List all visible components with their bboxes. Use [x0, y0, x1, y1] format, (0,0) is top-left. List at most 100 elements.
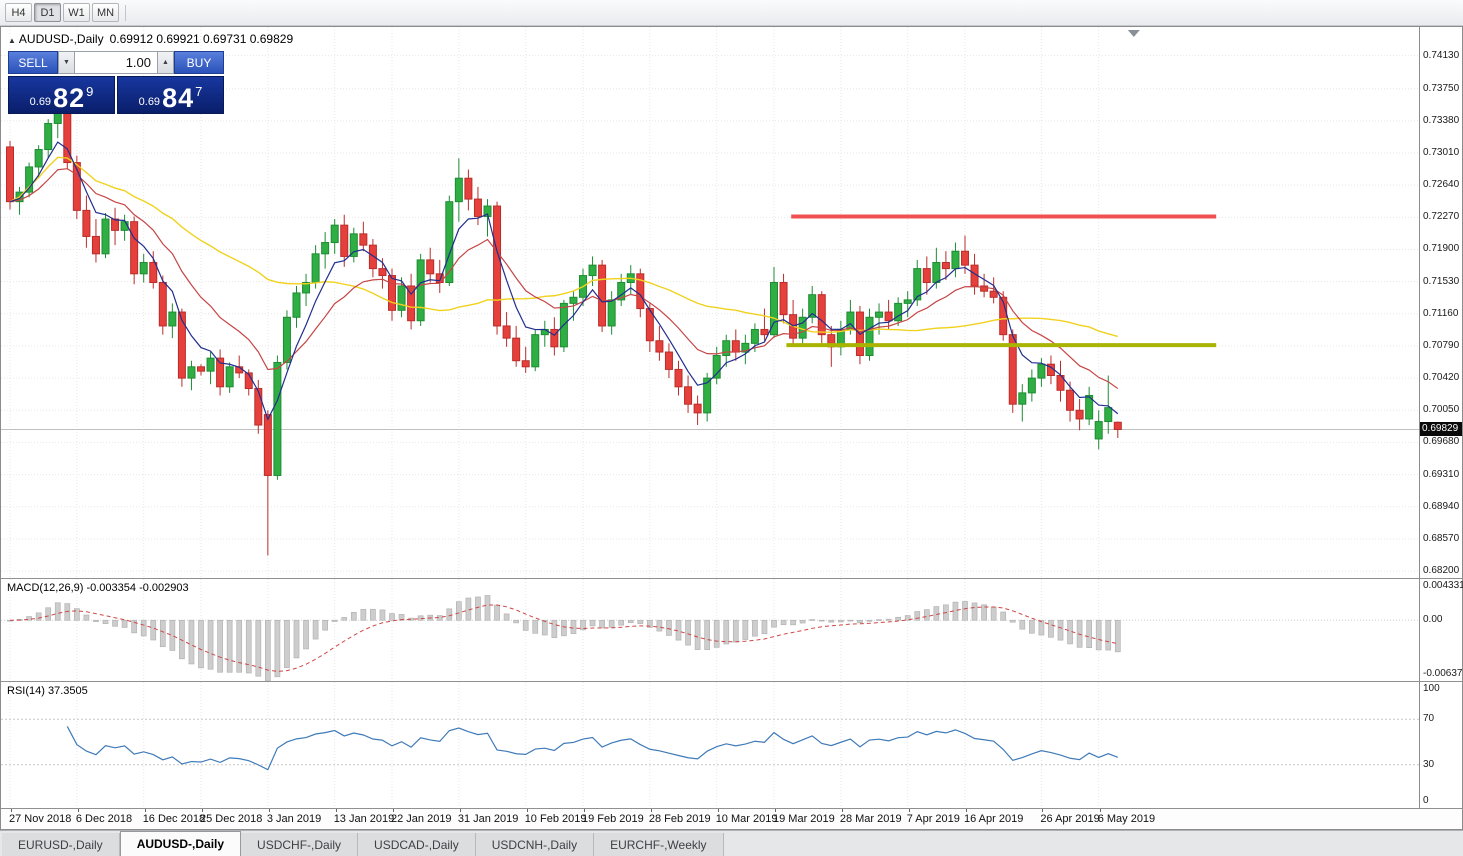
price-axis-label: 0.69310 [1423, 468, 1460, 480]
date-axis-label: 27 Nov 2018 [9, 813, 72, 825]
trade-controls-row: SELL ▼ ▲ BUY [8, 51, 224, 74]
date-axis-label: 25 Dec 2018 [200, 813, 263, 825]
chart-ohlc-values: 0.69912 0.69921 0.69731 0.69829 [109, 32, 294, 46]
price-axis-label: 0.72270 [1423, 211, 1460, 223]
date-tick [11, 809, 12, 812]
macd-indicator-chart[interactable]: MACD(12,26,9) -0.003354 -0.002903 [1, 579, 1419, 681]
date-tick [335, 809, 337, 812]
date-axis-label: 7 Apr 2019 [906, 813, 960, 825]
buy-price-big: 84 [162, 83, 195, 113]
buy-price-display[interactable]: 0.69 84 7 [117, 76, 224, 114]
macd-axis-label: -0.006371 [1423, 668, 1463, 679]
chart-tab-usdcad-daily[interactable]: USDCAD-,Daily [358, 833, 476, 856]
rsi-axis-label: 70 [1423, 713, 1435, 725]
candles [6, 105, 1122, 556]
chart-symbol-period: AUDUSD-,Daily [18, 32, 104, 46]
ma-medium-line [9, 168, 1119, 390]
date-tick [1042, 809, 1044, 812]
date-tick [584, 809, 585, 812]
date-axis-label: 22 Jan 2019 [391, 813, 452, 825]
chart-tab-usdcnh-daily[interactable]: USDCNH-,Daily [475, 833, 595, 856]
price-axis-label: 0.70790 [1423, 339, 1460, 351]
date-tick [77, 809, 79, 812]
chart-tab-eurusd-daily[interactable]: EURUSD-,Daily [2, 833, 120, 856]
date-axis[interactable]: 27 Nov 2018 6 Dec 2018 16 Dec 2018 25 Dec 2… [1, 808, 1462, 829]
date-tick [1099, 809, 1101, 812]
rsi-axis-label: 0 [1423, 795, 1429, 806]
date-axis-label: 10 Mar 2019 [715, 813, 778, 825]
buy-price-base: 0.69 [138, 96, 161, 108]
buy-button[interactable]: BUY [174, 51, 224, 74]
price-axis-label: 0.74130 [1423, 49, 1460, 61]
price-axis[interactable]: 0.74130 0.73750 0.73380 0.73010 0.72640 0.722… [1419, 27, 1462, 578]
date-tick [841, 809, 843, 812]
timeframe-button-h4[interactable]: H4 [5, 3, 32, 22]
volume-input[interactable] [75, 51, 157, 74]
date-tick [966, 809, 967, 812]
date-tick [717, 809, 719, 812]
rsi-line [66, 726, 1119, 771]
date-axis-label: 10 Feb 2019 [524, 813, 587, 825]
timeframe-button-w1[interactable]: W1 [63, 3, 90, 22]
chevron-up-icon: ▲ [162, 59, 169, 66]
price-axis-label: 0.68200 [1423, 565, 1460, 577]
date-tick [650, 809, 652, 812]
chart-shift-marker [1127, 30, 1140, 37]
volume-decrease-button[interactable]: ▼ [58, 51, 75, 74]
date-axis-label: 31 Jan 2019 [457, 813, 519, 825]
chart-window: ▲ AUDUSD-,Daily 0.69912 0.69921 0.69731 0.… [0, 26, 1463, 830]
ma-fast-line [9, 141, 1119, 421]
rsi-pane: RSI(14) 37.3505 100 70 30 0 [1, 681, 1462, 808]
chart-tab-audusd-daily[interactable]: AUDUSD-,Daily [119, 831, 242, 856]
candlestick-chart[interactable]: ▲ AUDUSD-,Daily 0.69912 0.69921 0.69731 0.… [1, 27, 1419, 578]
timeframe-toolbar: H4 D1 W1 MN [0, 0, 1463, 26]
macd-label: MACD(12,26,9) -0.003354 -0.002903 [7, 582, 189, 594]
date-axis-label: 6 Dec 2018 [75, 813, 133, 825]
sell-price-display[interactable]: 0.69 82 9 [8, 76, 115, 114]
date-axis-label: 16 Apr 2019 [964, 813, 1024, 825]
price-axis-label: 0.71160 [1423, 307, 1459, 319]
rsi-axis-label: 30 [1423, 758, 1435, 770]
chart-tab-usdchf-daily[interactable]: USDCHF-,Daily [241, 833, 359, 856]
price-axis-label: 0.68940 [1423, 500, 1460, 512]
price-axis-label: 0.70050 [1423, 404, 1460, 416]
date-tick [526, 809, 528, 812]
macd-axis[interactable]: 0.004331 0.00 -0.006371 [1419, 579, 1463, 681]
price-axis-label: 0.70420 [1423, 372, 1460, 384]
rsi-axis[interactable]: 100 70 30 0 [1419, 682, 1462, 808]
price-axis-label: 0.69680 [1423, 436, 1460, 448]
sell-price-big: 82 [53, 83, 86, 113]
date-axis-label: 13 Jan 2019 [333, 813, 395, 825]
macd-pane: MACD(12,26,9) -0.003354 -0.002903 0.0043… [1, 578, 1463, 681]
timeframe-button-mn[interactable]: MN [92, 3, 120, 22]
date-axis-label: 19 Feb 2019 [582, 813, 644, 825]
date-tick [775, 809, 776, 812]
sell-button[interactable]: SELL [8, 51, 58, 74]
macd-axis-label: 0.004331 [1423, 580, 1463, 591]
macd-signal-line [9, 604, 1118, 672]
price-axis-label: 0.71530 [1423, 275, 1460, 287]
date-axis-label: 28 Feb 2019 [648, 813, 711, 825]
chart-tabs-bar: EURUSD-,Daily AUDUSD-,Daily USDCHF-,Daily U… [0, 830, 1463, 856]
main-chart-pane: ▲ AUDUSD-,Daily 0.69912 0.69921 0.69731 0.… [1, 27, 1462, 578]
price-axis-label: 0.68570 [1423, 532, 1460, 544]
date-axis-label: 26 Apr 2019 [1040, 813, 1100, 825]
timeframe-button-d1[interactable]: D1 [34, 3, 61, 22]
trade-prices-row: 0.69 82 9 0.69 84 7 [8, 76, 224, 114]
date-tick [393, 809, 394, 812]
rsi-indicator-chart[interactable]: RSI(14) 37.3505 [1, 682, 1419, 808]
buy-price-pip: 7 [195, 84, 203, 99]
chevron-down-icon: ▼ [63, 59, 70, 66]
ma-slow-line [9, 156, 1118, 338]
toolbar-separator [125, 4, 127, 21]
date-axis-label: 6 May 2019 [1097, 813, 1156, 825]
one-click-trading-panel: SELL ▼ ▲ BUY 0.69 82 [8, 51, 224, 114]
date-axis-label: 16 Dec 2018 [142, 813, 206, 825]
date-tick [268, 809, 270, 812]
price-axis-label: 0.73010 [1423, 147, 1460, 159]
chart-tab-eurchf-weekly[interactable]: EURCHF-,Weekly [594, 833, 724, 856]
price-axis-label: 0.72640 [1423, 179, 1460, 191]
date-tick [144, 809, 146, 812]
one-click-toggle-icon[interactable]: ▲ [8, 36, 16, 45]
volume-increase-button[interactable]: ▲ [157, 51, 174, 74]
